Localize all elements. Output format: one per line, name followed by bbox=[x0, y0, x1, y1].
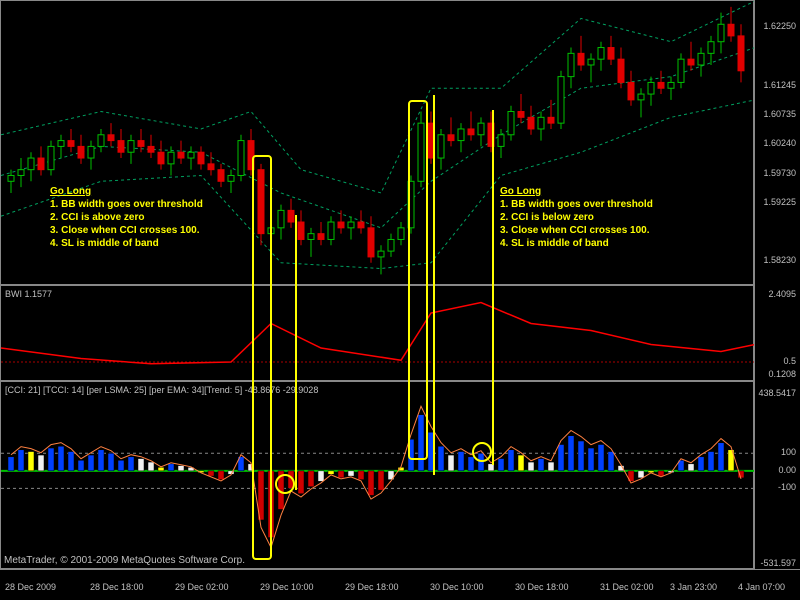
bwi-yaxis: 0.12080.52.4095 bbox=[754, 285, 800, 381]
copyright-text: MetaTrader, © 2001-2009 MetaQuotes Softw… bbox=[4, 555, 245, 566]
cci-yaxis: -531.597-1000.00100438.5417 bbox=[754, 381, 800, 569]
annotation-right: Go Long1. BB width goes over threshold2.… bbox=[500, 185, 653, 250]
bwi-panel[interactable]: BWI 1.1577 bbox=[0, 285, 754, 381]
annotation-left: Go Long1. BB width goes over threshold2.… bbox=[50, 185, 203, 250]
cci-svg bbox=[1, 382, 755, 570]
main-yaxis: 1.582301.592251.597301.602401.607351.612… bbox=[754, 0, 800, 285]
cci-panel[interactable]: [CCI: 21] [TCCI: 14] [per LSMA: 25] [per… bbox=[0, 381, 754, 569]
bwi-svg bbox=[1, 286, 755, 382]
time-axis: 28 Dec 200928 Dec 18:0029 Dec 02:0029 De… bbox=[0, 569, 800, 600]
